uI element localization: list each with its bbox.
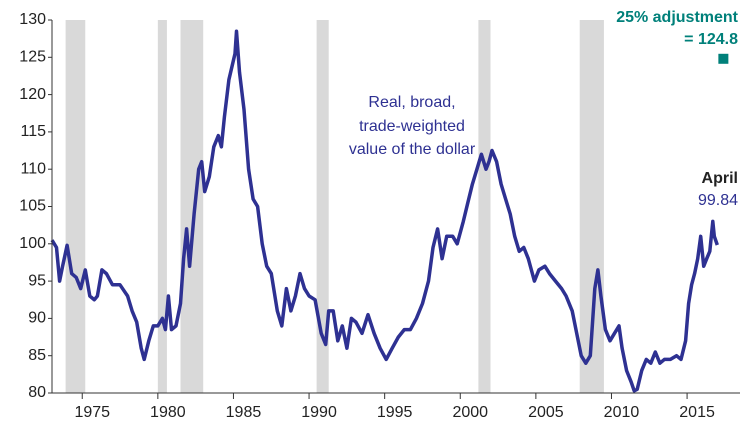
annotation: trade-weighted bbox=[359, 118, 465, 135]
y-tick-label: 100 bbox=[19, 235, 46, 252]
y-tick-label: 110 bbox=[20, 160, 46, 177]
x-tick-label: 1980 bbox=[150, 404, 186, 421]
y-tick-label: 85 bbox=[28, 347, 46, 364]
recession-band bbox=[157, 20, 167, 393]
x-tick-label: 2010 bbox=[604, 404, 640, 421]
y-tick-label: 90 bbox=[28, 310, 46, 327]
recession-band bbox=[180, 20, 204, 393]
recession-band bbox=[316, 20, 329, 393]
y-tick-label: 95 bbox=[28, 272, 46, 289]
end-label-month: April bbox=[702, 170, 738, 187]
y-tick-label: 105 bbox=[19, 198, 46, 215]
end-label-value: 99.84 bbox=[698, 192, 738, 209]
annotation: value of the dollar bbox=[349, 141, 476, 158]
x-tick-label: 2015 bbox=[679, 404, 715, 421]
y-tick-label: 125 bbox=[19, 49, 46, 66]
series-line bbox=[50, 29, 719, 393]
adjustment-label: = 124.8 bbox=[684, 31, 738, 48]
x-tick-label: 1985 bbox=[226, 404, 262, 421]
adjustment-label: 25% adjustment bbox=[616, 9, 738, 26]
x-tick-label: 1995 bbox=[377, 404, 413, 421]
y-tick-label: 80 bbox=[28, 384, 46, 401]
y-tick-label: 130 bbox=[19, 11, 46, 28]
y-tick-label: 120 bbox=[19, 86, 46, 103]
x-tick-label: 2005 bbox=[528, 404, 564, 421]
x-tick-label: 1990 bbox=[301, 404, 337, 421]
x-tick-label: 2000 bbox=[452, 404, 488, 421]
shading-layer bbox=[65, 20, 604, 393]
plot-layer bbox=[50, 29, 719, 393]
x-tick-label: 1975 bbox=[74, 404, 110, 421]
y-tick-label: 115 bbox=[20, 123, 46, 140]
adjustment-marker bbox=[718, 53, 729, 64]
recession-band bbox=[65, 20, 86, 393]
annotation: Real, broad, bbox=[368, 94, 455, 111]
recession-band bbox=[478, 20, 491, 393]
